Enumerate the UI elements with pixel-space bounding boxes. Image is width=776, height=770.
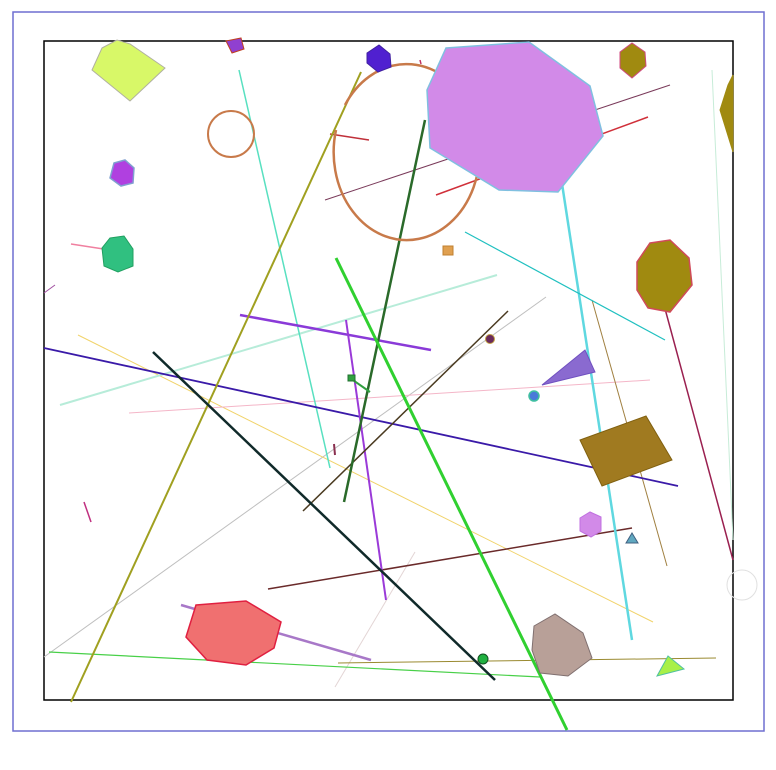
polygon [442,245,454,256]
line [239,313,432,352]
main-lines [43,69,679,731]
polygon [101,235,134,273]
line [59,274,498,406]
polygon [426,41,604,193]
line [128,379,651,414]
line [267,527,633,590]
line [711,69,734,541]
line [152,351,496,681]
circle [528,390,540,402]
line [83,501,92,523]
polygon [719,74,734,153]
inner-frame [43,40,734,701]
thin-lines [43,59,734,688]
line [553,137,634,641]
polygon [91,39,166,102]
polygon [619,42,647,79]
polygons [91,37,734,677]
circle [477,653,489,665]
line [464,231,666,341]
line [663,304,734,561]
line [334,551,416,688]
polygon [579,511,602,538]
line [43,284,56,294]
polygon [541,349,596,386]
polygon [636,239,693,313]
polygon [185,600,282,666]
polygon [531,613,593,677]
line [342,119,427,503]
line [329,133,370,141]
circle [726,569,758,601]
line [43,296,547,658]
polygon [225,37,245,54]
polygon [366,44,392,73]
polygon [656,655,686,677]
polygon [579,415,673,487]
arc [332,62,481,242]
line [70,71,362,703]
outer-frame [12,11,765,732]
circles [207,62,758,665]
line [77,334,654,623]
polygon [109,159,135,187]
circle [207,110,255,158]
circle [485,334,495,344]
line [345,319,387,601]
line [334,257,569,731]
line [333,443,336,456]
line [48,651,541,678]
line [337,657,717,664]
line [302,310,509,512]
polygon [625,532,639,544]
line [419,59,422,65]
polygon [347,374,356,382]
